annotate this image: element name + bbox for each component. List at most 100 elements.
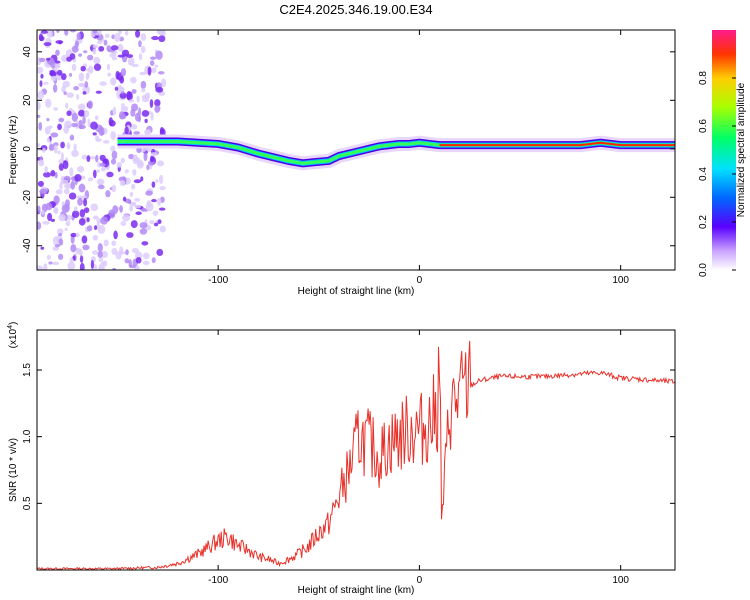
noise-blob [92,132,97,136]
noise-blob [37,66,44,74]
noise-blob [142,260,150,266]
noise-blob [126,232,134,238]
noise-blob [66,92,74,98]
noise-blob [132,155,139,165]
noise-blob [141,110,150,117]
colorbar-ticks: 0.0 0.2 0.4 0.6 0.8 [698,71,736,277]
noise-blob [57,150,61,155]
noise-blob [119,179,126,187]
noise-blob [46,30,54,38]
scale-factor-exponent: 4 [7,325,14,329]
noise-blob [138,40,142,48]
noise-blob [124,30,129,36]
noise-blob [127,57,135,66]
noise-blob [150,155,155,163]
noise-blob [37,101,41,111]
colorbar-tick-label: 0.8 [698,71,709,85]
noise-blob [92,30,98,34]
colorbar-tick-label: 0.0 [698,263,709,277]
noise-blob [87,54,94,61]
top-x-tick-label: -100 [208,275,228,286]
noise-blob [73,143,77,151]
noise-blob [39,80,43,87]
noise-blob [70,180,76,190]
noise-blob [135,30,141,38]
noise-blob [145,190,153,196]
noise-blob [79,255,84,263]
noise-blob [55,189,63,195]
colorbar-tick-label: 0.2 [698,215,709,229]
noise-blob [38,159,45,167]
noise-blob [131,63,139,68]
noise-blob [86,225,93,232]
noise-blob [37,180,44,187]
noise-blob [87,118,91,128]
noise-blob [125,249,129,256]
noise-blob [161,78,167,88]
top-y-tick-label: -20 [22,190,33,205]
noise-blob [71,45,79,53]
bottom-x-tick-label: 0 [417,575,423,586]
noise-blob [86,217,90,223]
noise-blob [140,33,147,41]
noise-blob [99,162,106,167]
noise-blob [156,160,165,167]
noise-blob [103,239,109,247]
bottom-y-tick-label: 1.5 [22,363,33,377]
noise-blob [43,42,52,47]
noise-blob [98,46,105,52]
scale-factor-label: (x104) [7,322,19,349]
noise-blob [38,57,46,63]
noise-blob [37,90,44,100]
noise-blob [57,123,62,131]
noise-blob [151,36,160,41]
noise-blob [121,49,130,57]
noise-blob [117,43,124,52]
noise-blob [106,45,112,52]
noise-blob [73,86,80,91]
top-y-axis-label: Frequency (Hz) [8,116,19,185]
noise-blob [50,60,56,69]
bottom-x-tick-label: -100 [208,575,228,586]
noise-blob [149,56,157,60]
top-y-tick-label: 0 [22,146,33,152]
noise-blob [56,69,63,76]
noise-blob [37,205,41,214]
noise-blob [79,262,85,270]
colorbar-label: Normalized spectral amplitude [736,82,747,217]
noise-blob [128,99,135,103]
noise-blob [53,84,58,93]
noise-blob [142,252,150,260]
noise-blob [151,257,156,264]
noise-blob [77,103,86,111]
noise-blob [98,257,104,263]
noise-blob [90,259,95,269]
top-x-tick-label: 0 [417,275,423,286]
noise-blob [40,246,45,250]
noise-blob [53,206,58,214]
noise-blob [58,233,63,237]
noise-blob [93,169,97,179]
noise-blob [97,251,103,258]
noise-blob [140,80,147,89]
snr-panel: -100 0 100 0.5 1.0 1.5 Height of straight li… [7,322,676,596]
noise-blob [83,50,88,54]
noise-blob [145,202,154,212]
noise-blob [51,261,60,266]
noise-blob [118,176,127,182]
noise-blob [50,169,56,177]
noise-blob [43,263,48,270]
noise-blob [53,107,58,111]
signal-trace [117,134,675,171]
noise-blob [50,132,59,138]
noise-blob [119,113,127,120]
top-y-tick-label: 20 [22,94,33,106]
noise-blob [58,40,62,45]
noise-blob [111,240,117,247]
noise-blob [58,117,65,123]
noise-blob [109,53,117,58]
noise-blob [54,243,61,248]
noise-blob [69,30,77,33]
noise-blob [158,207,166,211]
noise-blob [111,150,118,160]
